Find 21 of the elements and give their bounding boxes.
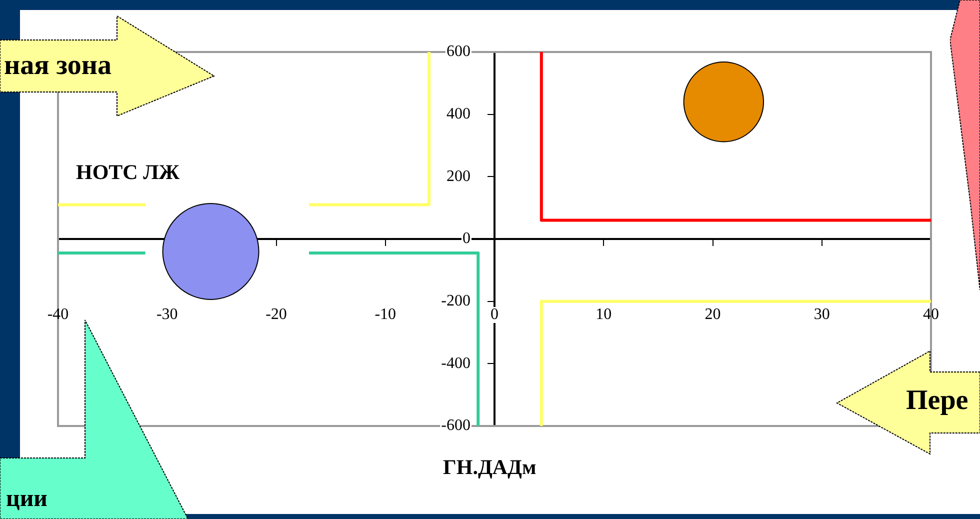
x-tick-label: -20 bbox=[266, 306, 287, 324]
y-tick-label: -600 bbox=[441, 417, 470, 434]
annotation: ная зона bbox=[4, 50, 112, 82]
x-tick-label: 40 bbox=[923, 306, 939, 324]
x-axis-title: ГН.ДАДм bbox=[443, 455, 536, 480]
text: ции bbox=[6, 486, 48, 513]
y-tick-label: 0 bbox=[462, 230, 470, 248]
annotation: Пере bbox=[906, 385, 968, 417]
x-tick-label: 30 bbox=[814, 306, 830, 324]
x-tick-label: 0 bbox=[490, 306, 498, 324]
x-tick-label: -10 bbox=[374, 306, 396, 324]
y-tick-label: 600 bbox=[446, 43, 470, 60]
x-tick-label: -30 bbox=[156, 306, 178, 324]
y-tick-label: -400 bbox=[441, 354, 470, 372]
y-tick-label: 400 bbox=[446, 106, 470, 123]
y-tick-label: -200 bbox=[441, 292, 470, 310]
y-axis-title: НОТС ЛЖ bbox=[76, 160, 180, 185]
x-tick-label: 10 bbox=[596, 306, 612, 324]
y-tick-label: 200 bbox=[446, 168, 470, 185]
x-tick-label: 20 bbox=[704, 306, 721, 324]
x-tick-label: -40 bbox=[47, 306, 69, 324]
